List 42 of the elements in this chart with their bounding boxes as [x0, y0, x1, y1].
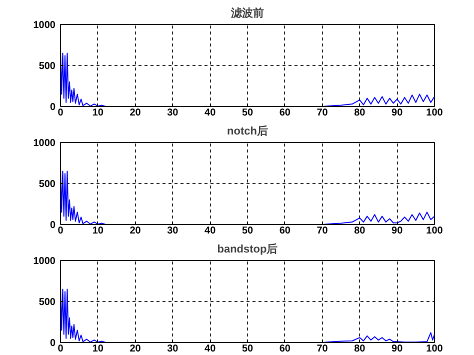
x-tick-label: 80: [354, 226, 366, 236]
x-tick-label: 20: [130, 344, 142, 354]
x-tick-label: 40: [204, 108, 216, 118]
x-tick-label: 50: [242, 108, 254, 118]
chart-title: 滤波前: [230, 6, 264, 20]
x-tick-label: 10: [92, 226, 104, 236]
x-tick-label: 30: [167, 108, 179, 118]
x-tick-label: 90: [392, 226, 404, 236]
y-tick-label: 500: [38, 179, 56, 190]
x-tick-label: 0: [58, 108, 64, 118]
y-tick-label: 1000: [33, 138, 56, 149]
chart-title: notch后: [227, 124, 268, 138]
x-tick-label: 60: [279, 344, 291, 354]
y-tick-label: 1000: [33, 20, 56, 31]
x-tick-label: 100: [426, 226, 444, 236]
x-tick-label: 60: [279, 108, 291, 118]
x-tick-label: 10: [92, 344, 104, 354]
x-tick-label: 20: [130, 108, 142, 118]
x-tick-label: 70: [316, 344, 328, 354]
x-tick-label: 10: [92, 108, 104, 118]
x-tick-label: 40: [204, 344, 216, 354]
x-tick-label: 90: [392, 108, 404, 118]
x-tick-label: 0: [58, 226, 64, 236]
x-tick-label: 20: [130, 226, 142, 236]
x-tick-label: 50: [242, 226, 254, 236]
y-tick-label: 500: [38, 297, 56, 308]
chart-title: bandstop后: [217, 242, 278, 256]
x-tick-label: 80: [354, 344, 366, 354]
y-tick-label: 1000: [33, 256, 56, 267]
x-tick-label: 80: [354, 108, 366, 118]
x-tick-label: 100: [426, 108, 444, 118]
x-tick-label: 60: [279, 226, 291, 236]
x-tick-label: 100: [426, 344, 444, 354]
x-tick-label: 30: [167, 226, 179, 236]
x-tick-label: 40: [204, 226, 216, 236]
x-tick-label: 90: [392, 344, 404, 354]
x-tick-label: 50: [242, 344, 254, 354]
x-tick-label: 70: [316, 226, 328, 236]
x-tick-label: 30: [167, 344, 179, 354]
x-tick-label: 0: [58, 344, 64, 354]
y-tick-label: 500: [38, 61, 56, 72]
x-tick-label: 70: [316, 108, 328, 118]
